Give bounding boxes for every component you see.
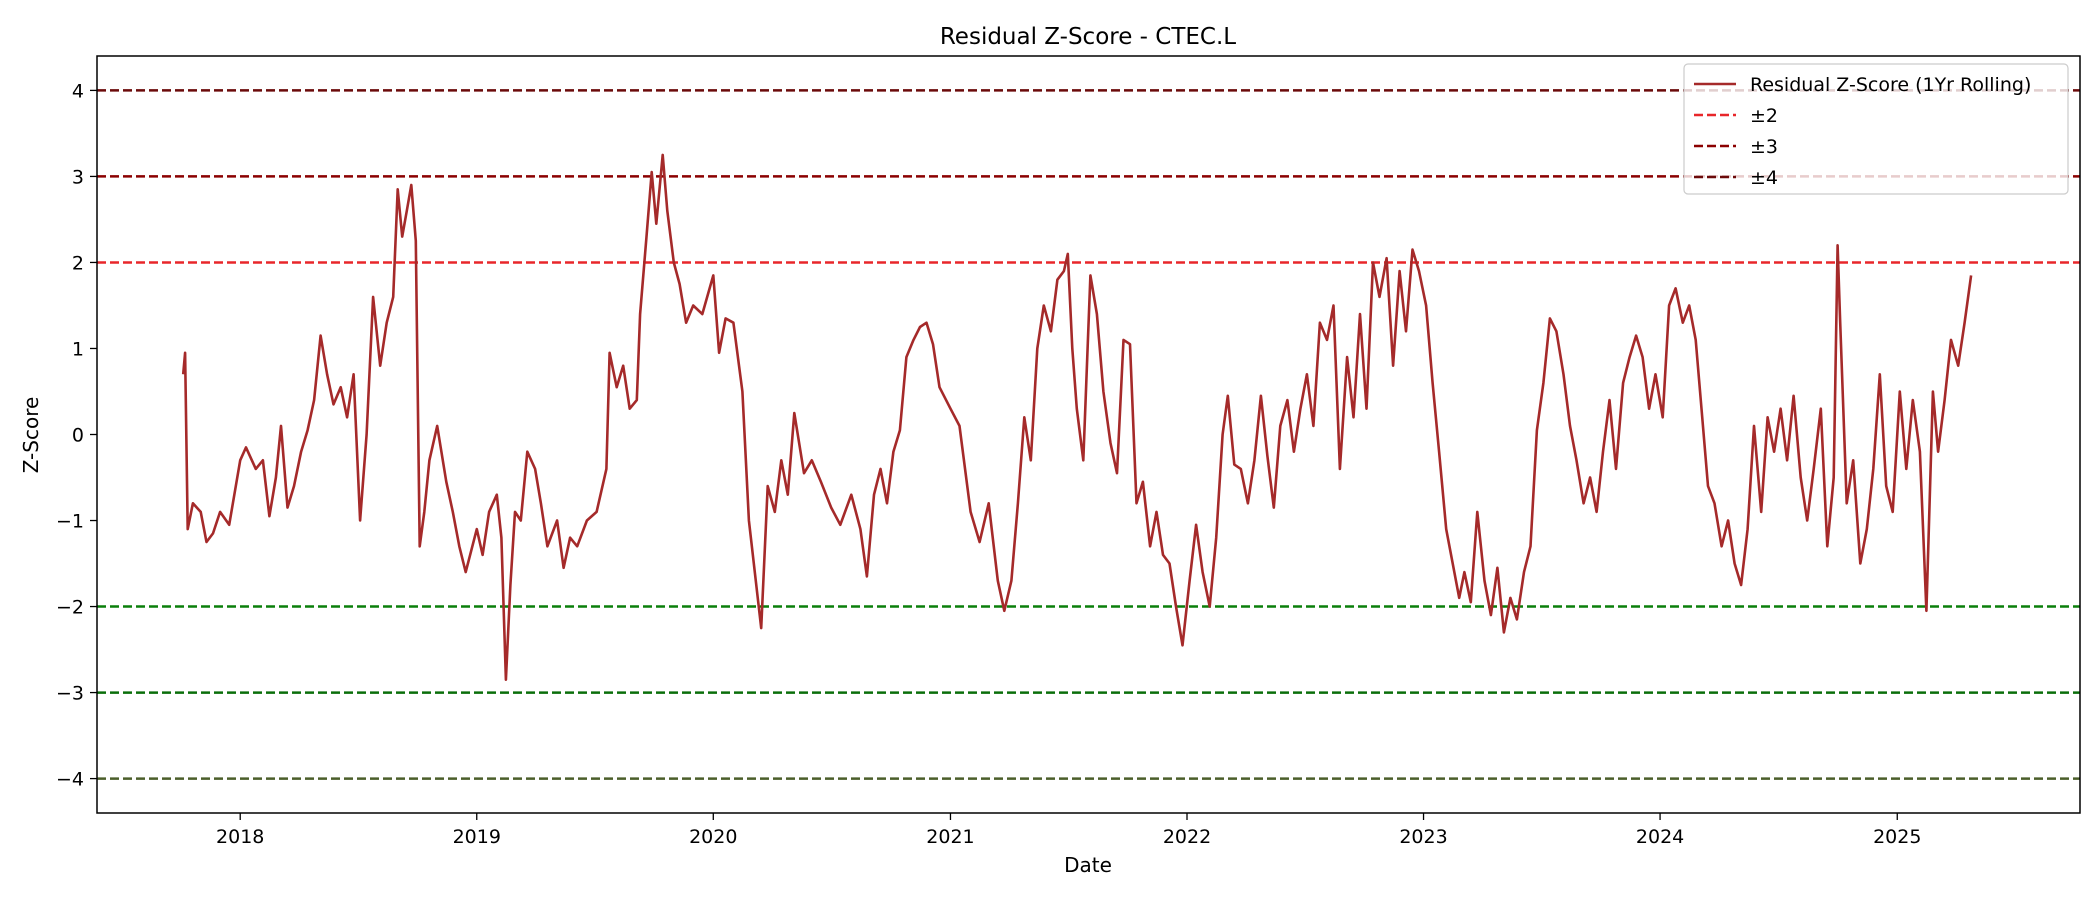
legend-label: ±2	[1750, 105, 1778, 127]
y-tick-label: −4	[56, 769, 84, 791]
y-tick-label: 2	[72, 252, 84, 274]
x-tick-label: 2024	[1636, 826, 1684, 848]
series-line-residual-z-score	[181, 153, 1973, 681]
legend-label: Residual Z-Score (1Yr Rolling)	[1750, 74, 2031, 96]
x-tick-label: 2018	[216, 826, 264, 848]
legend-label: ±3	[1750, 136, 1778, 158]
y-tick-label: 3	[72, 166, 84, 188]
y-tick-label: 4	[72, 80, 84, 102]
x-tick-label: 2019	[453, 826, 501, 848]
y-tick-label: −2	[56, 597, 84, 619]
chart-title: Residual Z-Score - CTEC.L	[940, 24, 1236, 50]
x-tick-label: 2022	[1163, 826, 1211, 848]
y-axis-label: Z-Score	[19, 397, 43, 474]
y-tick-label: −1	[56, 511, 84, 533]
y-tick-label: 0	[72, 425, 84, 447]
x-tick-label: 2025	[1873, 826, 1921, 848]
legend-label: ±4	[1750, 167, 1778, 189]
x-tick-label: 2023	[1399, 826, 1447, 848]
x-tick-label: 2020	[689, 826, 737, 848]
x-axis-label: Date	[1064, 853, 1112, 877]
x-axis: 2018 2019 2020 2021 2022 2023 2024 2025	[216, 813, 1921, 848]
threshold-lines	[97, 89, 2080, 780]
y-tick-label: −3	[56, 683, 84, 705]
legend-box	[1683, 63, 2069, 195]
x-tick-label: 2021	[926, 826, 974, 848]
y-axis: 4 3 2 1 0 −1 −2 −3 −4	[56, 80, 97, 791]
legend: Residual Z-Score (1Yr Rolling) ±2 ±3 ±4	[1683, 63, 2069, 195]
y-tick-label: 1	[72, 338, 84, 360]
series-layer	[181, 153, 1973, 681]
